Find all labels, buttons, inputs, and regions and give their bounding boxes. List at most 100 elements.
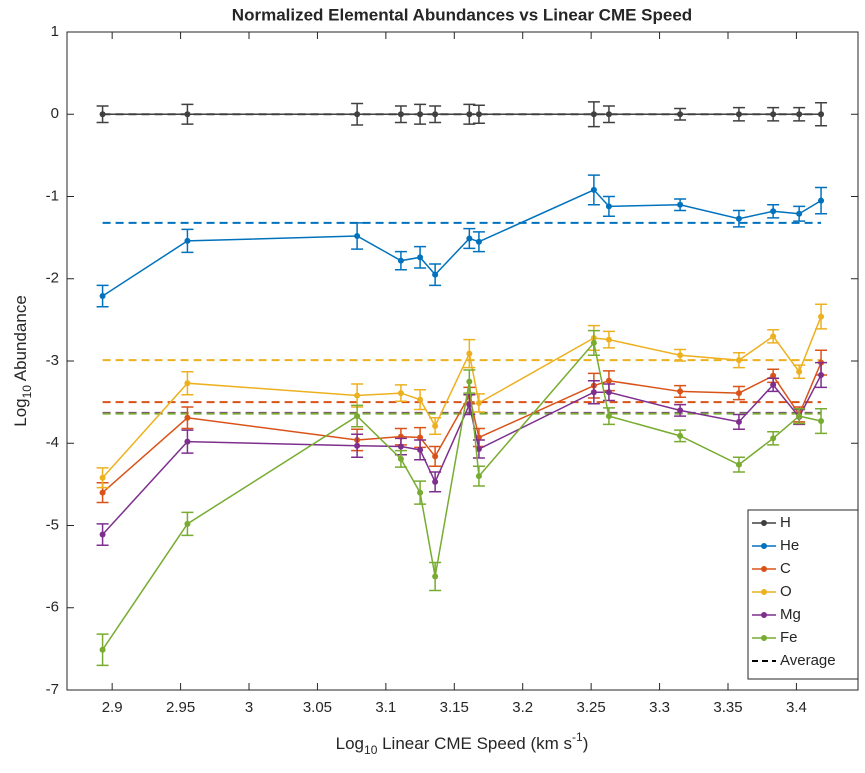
- x-tick-label: 3.3: [649, 699, 670, 716]
- data-point: [818, 111, 825, 118]
- y-tick-label: -4: [46, 434, 59, 451]
- y-tick-label: -1: [46, 187, 59, 204]
- data-point: [770, 435, 777, 442]
- y-tick-label: 0: [51, 105, 59, 122]
- y-tick-label: 1: [51, 23, 59, 40]
- data-point: [466, 235, 473, 242]
- data-point: [475, 238, 482, 245]
- label-part: Log: [336, 734, 364, 753]
- y-tick-label: -5: [46, 516, 59, 533]
- data-point: [818, 418, 825, 425]
- data-point: [796, 368, 803, 375]
- legend-marker: [761, 635, 767, 641]
- data-point: [184, 237, 191, 244]
- x-tick-label: 3.4: [786, 699, 807, 716]
- data-point: [735, 461, 742, 468]
- data-point: [796, 210, 803, 217]
- data-point: [770, 111, 777, 118]
- data-point: [184, 438, 191, 445]
- label-part: Linear CME Speed (km s: [377, 734, 572, 753]
- data-point: [735, 418, 742, 425]
- data-point: [397, 455, 404, 462]
- data-point: [432, 422, 439, 429]
- x-tick-label: 3.1: [375, 699, 396, 716]
- data-point: [397, 111, 404, 118]
- legend-marker: [761, 589, 767, 595]
- data-point: [417, 254, 424, 261]
- data-point: [677, 111, 684, 118]
- data-point: [677, 388, 684, 395]
- data-point: [590, 111, 597, 118]
- data-point: [417, 489, 424, 496]
- label-sub: 10: [20, 385, 34, 399]
- data-point: [354, 392, 361, 399]
- data-point: [432, 111, 439, 118]
- data-point: [605, 413, 612, 420]
- data-point: [417, 111, 424, 118]
- legend-label: Fe: [780, 629, 798, 646]
- y-tick-label: -2: [46, 270, 59, 287]
- data-point: [605, 203, 612, 210]
- data-point: [735, 357, 742, 364]
- x-tick-label: 3.2: [512, 699, 533, 716]
- legend-marker: [761, 520, 767, 526]
- data-point: [475, 446, 482, 453]
- data-point: [605, 377, 612, 384]
- x-tick-label: 3.15: [440, 699, 469, 716]
- x-tick-label: 3: [245, 699, 253, 716]
- data-point: [677, 432, 684, 439]
- data-point: [475, 111, 482, 118]
- data-point: [677, 407, 684, 414]
- data-point: [432, 453, 439, 460]
- data-point: [605, 389, 612, 396]
- data-point: [184, 380, 191, 387]
- data-point: [99, 293, 106, 300]
- label-part: Abundance: [11, 295, 30, 385]
- legend-label: He: [780, 537, 799, 554]
- x-tick-label: 3.35: [713, 699, 742, 716]
- data-point: [466, 350, 473, 357]
- data-point: [397, 443, 404, 450]
- data-point: [417, 446, 424, 453]
- data-point: [796, 111, 803, 118]
- data-point: [417, 396, 424, 403]
- y-tick-label: -3: [46, 352, 59, 369]
- data-point: [99, 646, 106, 653]
- data-point: [354, 413, 361, 420]
- data-point: [735, 215, 742, 222]
- legend-label: Mg: [780, 606, 801, 623]
- data-point: [590, 339, 597, 346]
- data-point: [770, 372, 777, 379]
- data-point: [432, 271, 439, 278]
- legend: [747, 509, 859, 680]
- data-point: [397, 257, 404, 264]
- data-point: [354, 111, 361, 118]
- data-point: [466, 111, 473, 118]
- data-point: [590, 389, 597, 396]
- data-point: [818, 313, 825, 320]
- data-point: [184, 111, 191, 118]
- legend-marker: [761, 612, 767, 618]
- legend-label: H: [780, 514, 791, 531]
- data-point: [677, 352, 684, 359]
- y-axis-label: Log10 Abundance: [11, 295, 34, 427]
- data-point: [818, 371, 825, 378]
- data-point: [397, 390, 404, 397]
- data-point: [796, 413, 803, 420]
- legend-label: O: [780, 583, 792, 600]
- data-point: [735, 390, 742, 397]
- y-tick-label: -6: [46, 599, 59, 616]
- data-point: [99, 111, 106, 118]
- legend-label: C: [780, 560, 791, 577]
- x-tick-label: 2.95: [166, 699, 195, 716]
- data-point: [770, 333, 777, 340]
- y-tick-label: -7: [46, 681, 59, 698]
- data-point: [818, 197, 825, 204]
- x-tick-label: 3.25: [577, 699, 606, 716]
- x-tick-label: 3.05: [303, 699, 332, 716]
- x-axis-label: Log10 Linear CME Speed (km s-1): [336, 730, 589, 757]
- legend-marker: [761, 543, 767, 549]
- x-tick-label: 2.9: [102, 699, 123, 716]
- data-point: [605, 111, 612, 118]
